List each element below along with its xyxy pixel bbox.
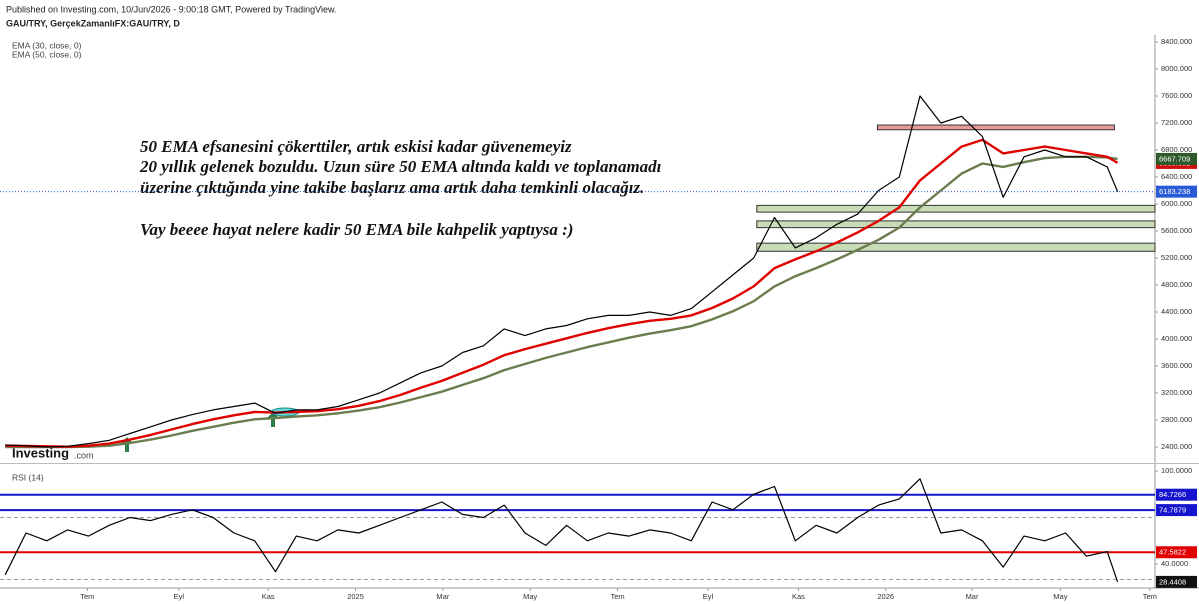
value-label-box xyxy=(1156,185,1197,198)
series-line xyxy=(5,138,1119,448)
value-label: 74.7879 xyxy=(1159,506,1186,515)
value-label: 84.7266 xyxy=(1159,490,1186,499)
zone xyxy=(756,204,1156,213)
y-tick-label: 3200.000 xyxy=(1161,388,1192,397)
y-tick-label: 6000.000 xyxy=(1161,199,1192,208)
published-note: Published on Investing.com, 10/Jun/2026 … xyxy=(6,4,337,14)
y-tick-label: 6800.000 xyxy=(1161,145,1192,154)
x-tick-label: Eyl xyxy=(703,592,714,601)
value-label-box xyxy=(1156,488,1197,501)
x-tick-label: Tem xyxy=(610,592,624,601)
y-tick-label: 3600.000 xyxy=(1161,361,1192,370)
y-tick-label: 6400.000 xyxy=(1161,172,1192,181)
y-tick-label: 7200.000 xyxy=(1161,118,1192,127)
x-tick-label: Mar xyxy=(966,592,979,601)
x-tick-label: Kas xyxy=(792,592,805,601)
legend-entry: EMA (50, close, 0) xyxy=(12,49,82,59)
value-label-box xyxy=(1156,152,1197,165)
y-tick-label: 4400.000 xyxy=(1161,307,1192,316)
x-tick-label: Mar xyxy=(436,592,449,601)
x-tick-label: Eyl xyxy=(174,592,185,601)
annotation: Vay beeee hayat nelere kadir 50 EMA bile… xyxy=(140,220,573,239)
y-tick-label: 4800.000 xyxy=(1161,280,1192,289)
value-label: 6183.238 xyxy=(1159,187,1190,196)
value-label: 47.5822 xyxy=(1159,548,1186,557)
zone xyxy=(756,220,1156,229)
watermark-text: Investing xyxy=(12,445,69,460)
zone xyxy=(876,124,1115,131)
value-label: 28.4408 xyxy=(1159,577,1186,586)
x-tick-label: Tem xyxy=(80,592,94,601)
x-tick-label: 2025 xyxy=(347,592,364,601)
annotation: 50 EMA efsanesini çökerttiler, artık esk… xyxy=(140,137,572,156)
annotation: 20 yıllık gelenek bozuldu. Uzun süre 50 … xyxy=(139,157,661,176)
series-line xyxy=(4,478,1119,583)
value-label-box xyxy=(1156,546,1197,559)
y-tick-label: 7600.000 xyxy=(1161,91,1192,100)
x-tick-label: May xyxy=(523,592,537,601)
y-tick-label: 2400.000 xyxy=(1161,442,1192,451)
value-label: 6667.709 xyxy=(1159,154,1190,163)
y-tick-label: 5200.000 xyxy=(1161,253,1192,262)
y-tick-label: 2800.000 xyxy=(1161,415,1192,424)
watermark: Investing .com xyxy=(12,445,94,460)
x-tick-label: Tem xyxy=(1143,592,1157,601)
legend-entry: EMA (30, close, 0) xyxy=(12,40,82,50)
zone xyxy=(756,242,1156,252)
x-tick-label: Kas xyxy=(262,592,275,601)
series-line xyxy=(5,155,1118,449)
y-tick-label: 5600.000 xyxy=(1161,226,1192,235)
y-tick-label: 8000.000 xyxy=(1161,64,1192,73)
rsi-title: RSI (14) xyxy=(12,472,44,482)
value-label-box xyxy=(1156,504,1197,517)
series-line xyxy=(5,95,1119,448)
y-tick-label: 8400.000 xyxy=(1161,37,1192,46)
value-label-box xyxy=(1156,575,1197,588)
annotation: üzerine çıktığında yine takibe başlarız … xyxy=(140,178,644,197)
x-tick-label: 2026 xyxy=(877,592,894,601)
y-tick-label: 40.0000 xyxy=(1161,559,1188,568)
watermark-text: .com xyxy=(74,450,94,460)
y-tick-label: 100.0000 xyxy=(1161,466,1192,475)
y-tick-label: 4000.000 xyxy=(1161,334,1192,343)
x-tick-label: May xyxy=(1053,592,1067,601)
plot-layer: 2400.000 2800.000 3200.000 3600.000 4000.000… xyxy=(0,37,1197,601)
symbol-title: GAU/TRY, GerçekZamanlıFX:GAU/TRY, D xyxy=(6,18,180,28)
arrow-icon xyxy=(267,412,279,427)
